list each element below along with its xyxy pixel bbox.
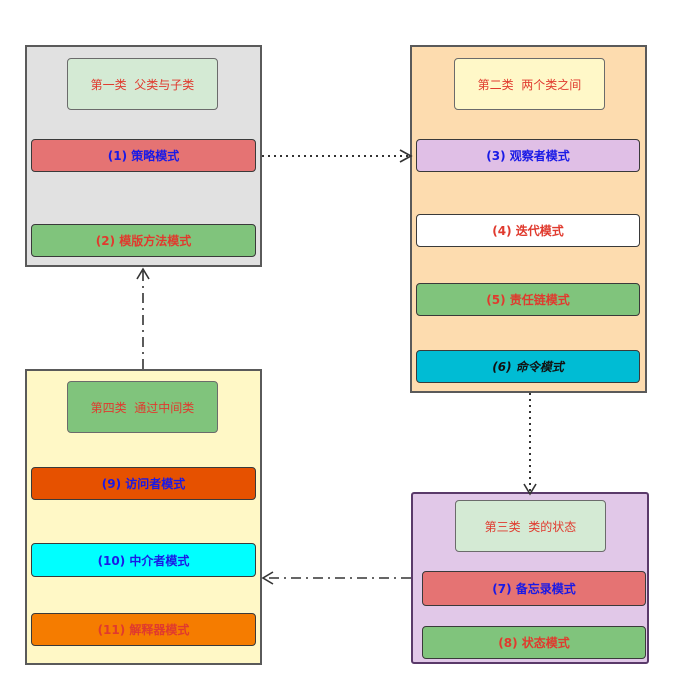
pattern-interpreter: (11) 解释器模式: [31, 613, 256, 646]
arrow-group3-to-group4: [261, 571, 411, 585]
group-via-middle-class-title: 第四类 通过中间类: [67, 381, 218, 433]
group-class-state-title: 第三类 类的状态: [455, 500, 606, 552]
arrow-group2-to-group3: [523, 393, 537, 496]
pattern-iterator: (4) 迭代模式: [416, 214, 640, 247]
pattern-state: (8) 状态模式: [422, 626, 646, 659]
pattern-chain-of-responsibility: (5) 责任链模式: [416, 283, 640, 316]
pattern-mediator: (10) 中介者模式: [31, 543, 256, 577]
group-parent-child-title: 第一类 父类与子类: [67, 58, 218, 110]
group-between-two-classes-title: 第二类 两个类之间: [454, 58, 605, 110]
pattern-visitor: (9) 访问者模式: [31, 467, 256, 500]
pattern-strategy: (1) 策略模式: [31, 139, 256, 172]
arrow-group4-to-group1: [136, 267, 150, 369]
pattern-command: (6) 命令模式: [416, 350, 640, 383]
pattern-memento: (7) 备忘录模式: [422, 571, 646, 606]
pattern-observer: (3) 观察者模式: [416, 139, 640, 172]
arrow-group1-to-group2: [262, 149, 413, 163]
pattern-template-method: (2) 模版方法模式: [31, 224, 256, 257]
